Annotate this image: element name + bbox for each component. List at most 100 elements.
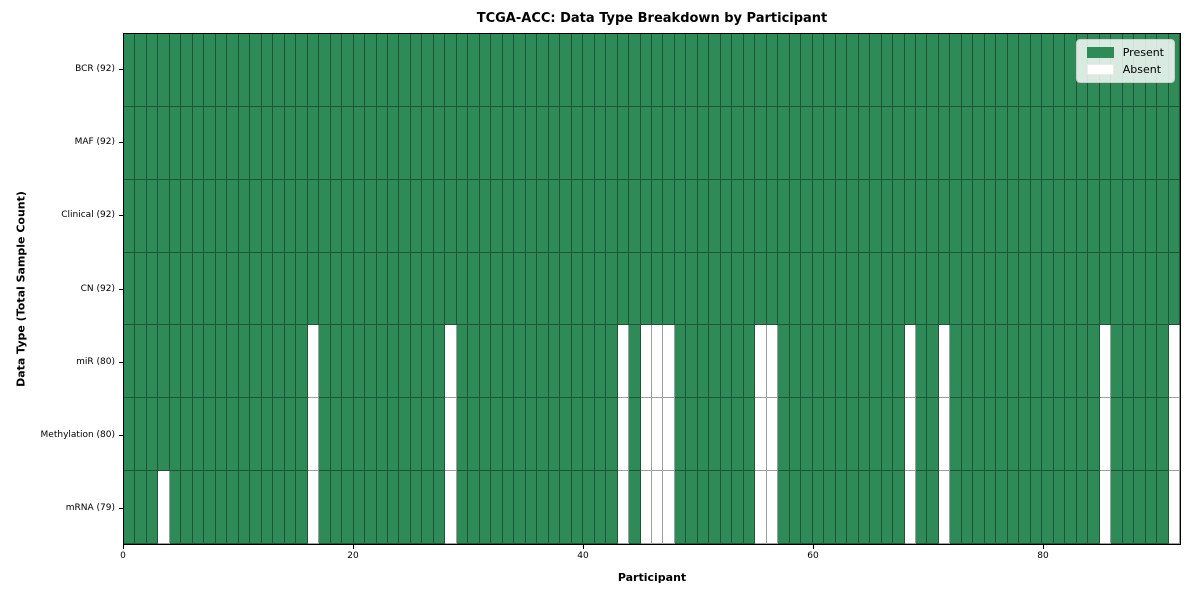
x-tick-mark [812,545,814,549]
heatmap-cell [307,471,320,544]
heatmap-cell [296,325,308,399]
heatmap-cell [1053,252,1066,326]
heatmap-cell [996,106,1008,180]
heatmap-cell [640,325,652,399]
heatmap-cell [950,471,962,544]
heatmap-cell [525,252,538,326]
heatmap-cell [663,325,675,399]
heatmap-cell [801,34,813,107]
heatmap-cell [686,34,698,107]
heatmap-cell [468,325,480,399]
heatmap-cell [640,179,652,253]
heatmap-cell [938,398,951,472]
heatmap-cell [961,34,974,107]
heatmap-cell [261,471,274,544]
heatmap-cell [422,325,434,399]
heatmap-cell [927,179,939,253]
heatmap-cell [789,471,802,544]
heatmap-cell [732,34,744,107]
heatmap-cell [1030,398,1043,472]
heatmap-cell [961,398,974,472]
heatmap-cell [376,471,388,544]
heatmap-cell [927,471,939,544]
x-tick-label: 20 [347,551,359,561]
heatmap-cell [1019,471,1031,544]
heatmap-cell [330,252,343,326]
heatmap-cell [422,34,434,107]
x-tick-label: 40 [577,551,589,561]
heatmap-cell [342,106,354,180]
heatmap-cell [491,252,503,326]
heatmap-cell [548,325,561,399]
heatmap-cell [743,179,756,253]
heatmap-cell [1065,34,1077,107]
heatmap-cell [215,252,228,326]
heatmap-cell [548,179,561,253]
heatmap-cell [353,471,366,544]
heatmap-cell [1065,106,1077,180]
heatmap-cell [1111,471,1123,544]
heatmap-cell [537,34,549,107]
heatmap-cell [847,471,859,544]
heatmap-cell [1053,34,1066,107]
heatmap-cell [571,106,584,180]
heatmap-cell [1053,398,1066,472]
heatmap-cell [342,471,354,544]
heatmap-cell [169,179,182,253]
heatmap-cell [410,34,423,107]
heatmap-cell [1030,471,1043,544]
heatmap-cell [376,325,388,399]
heatmap-cell [399,34,411,107]
heatmap-cell [1076,179,1089,253]
heatmap-cell [135,179,147,253]
heatmap-cell [571,252,584,326]
heatmap-cell [227,252,239,326]
heatmap-cell [422,471,434,544]
heatmap-cell [973,179,985,253]
heatmap-cell [537,471,549,544]
heatmap-cell [1134,106,1146,180]
heatmap-cell [376,252,388,326]
heatmap-cell [697,179,710,253]
heatmap-cell [250,179,262,253]
heatmap-cell [399,106,411,180]
heatmap-cell [720,325,733,399]
heatmap-cell [847,252,859,326]
heatmap-cell [250,34,262,107]
heatmap-cell [606,471,618,544]
heatmap-cell [904,106,916,180]
heatmap-cell [135,252,147,326]
heatmap-cell [743,34,756,107]
heatmap-cell [330,471,343,544]
heatmap-cell [491,179,503,253]
heatmap-cell [927,398,939,472]
heatmap-cell [410,471,423,544]
heatmap-cell [548,252,561,326]
heatmap-cell [1122,252,1135,326]
heatmap-cell [1065,325,1077,399]
heatmap-cell [870,106,882,180]
heatmap-cell [709,471,721,544]
absent-swatch [1086,64,1114,75]
heatmap-cell [858,252,871,326]
heatmap-cell [537,398,549,472]
heatmap-cell [307,325,320,399]
heatmap-cell [261,34,274,107]
heatmap-cell [652,106,664,180]
heatmap-cell [1111,106,1123,180]
heatmap-cell [973,252,985,326]
heatmap-cell [1168,179,1180,253]
heatmap-cell [215,325,228,399]
heatmap-cell [296,106,308,180]
heatmap-cell [1157,252,1169,326]
heatmap-cell [927,106,939,180]
heatmap-cell [606,252,618,326]
heatmap-cell [720,471,733,544]
heatmap-cell [502,252,515,326]
heatmap-cell [376,179,388,253]
heatmap-cell [468,252,480,326]
heatmap-cell [893,106,905,180]
heatmap-cell [640,34,652,107]
heatmap-cell [433,106,446,180]
heatmap-cell [365,179,377,253]
